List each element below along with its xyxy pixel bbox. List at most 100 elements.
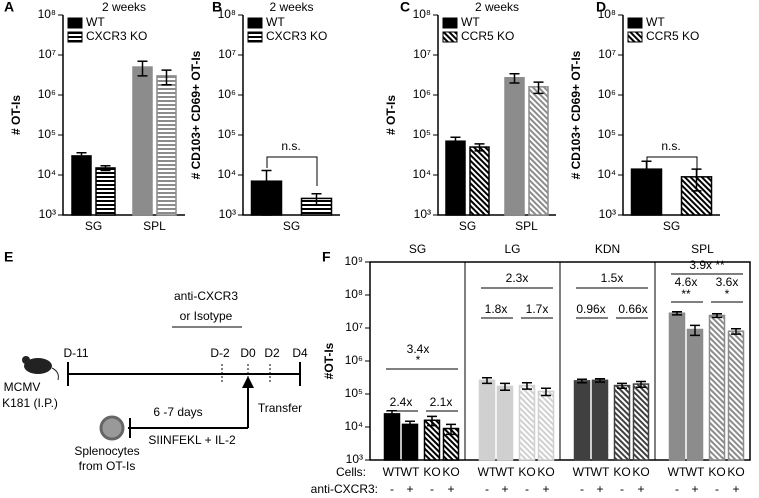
annotation: n.s. [661,139,680,153]
y-tick-label: 10⁶ [598,87,616,101]
duration-text: 6 -7 days [153,405,202,419]
cells-label: WT [668,465,687,479]
y-tick-label: 10³ [39,207,56,221]
day-label: D-2 [210,346,230,360]
y-tick-label: 10⁵ [345,386,363,400]
bar [478,379,496,461]
annotation: 4.6x [675,275,698,289]
chart-title: 2 weeks [475,0,519,14]
legend-label: CCR5 KO [646,29,699,43]
error-bar [541,387,551,397]
treatment-label: - [675,482,679,496]
bar [504,76,525,216]
cells-label: WT [401,465,420,479]
annotation: ** [681,287,691,301]
y-tick-label: 10⁴ [597,167,616,181]
error-bar [672,311,682,316]
bar [528,86,549,216]
mouse-icon [22,356,59,381]
x-tick-label: SG [85,219,102,233]
group-title: KDN [595,242,620,256]
bar [537,390,555,461]
infection-text: K181 (I.P.) [2,396,58,410]
y-tick-label: 10⁴ [412,167,431,181]
x-tick-label: SPL [143,219,166,233]
y-axis-label: #OT-Is [322,342,336,379]
row-label: Cells: [336,465,366,479]
bar [591,379,609,461]
bar [727,330,745,461]
y-tick-label: 10⁸ [218,7,236,21]
bracket [646,156,698,180]
bar [156,75,177,216]
bar [95,167,116,216]
cells-label: KO [518,465,535,479]
cells-label: KO [708,465,725,479]
error-bar [427,415,437,427]
treatment-label: - [485,482,489,496]
annotation: n.s. [281,139,300,153]
bar [573,380,591,461]
panel-label: A [4,0,14,15]
legend-swatch [247,17,263,29]
y-tick-label: 10⁵ [598,127,616,141]
day-label: D4 [292,346,308,360]
annotation: 1.5x [601,271,624,285]
legend-label: CXCR3 KO [86,29,147,43]
y-tick-label: 10⁵ [413,127,431,141]
treatment-label: - [580,482,584,496]
bar [668,312,686,461]
bar [518,384,536,461]
cells-label: KO [423,465,440,479]
y-tick-label: 10⁶ [38,87,56,101]
annotation: 2.1x [430,395,453,409]
error-bar [731,327,741,335]
treatment-label: + [406,482,413,496]
treatment-label: + [732,482,739,496]
cells-label: WT [496,465,515,479]
annotation: 3.4x [407,342,430,356]
bar [383,413,401,461]
cells-label: WT [686,465,705,479]
y-axis-label: # OT-Is [384,95,398,135]
chart-title: 2 weeks [102,0,146,14]
treatment-label: + [501,482,508,496]
error-bar [311,192,322,206]
legend-swatch [442,31,458,43]
group-title: SPL [691,242,714,256]
y-tick-label: 10⁷ [218,47,236,61]
bar [469,146,490,216]
arrow-head [242,376,254,388]
y-tick-label: 10⁴ [217,167,236,181]
legend-swatch [247,31,263,43]
legend-label: WT [646,15,665,29]
cells-label: KO [727,465,744,479]
bar [708,314,726,461]
day-label: D0 [240,346,256,360]
panel-label: B [212,0,222,15]
error-bar [161,69,172,86]
cells-label: KO [537,465,554,479]
error-bar [474,143,485,152]
y-axis-label: # OT-Is [9,95,23,135]
error-bar [100,165,111,172]
y-tick-label: 10³ [219,207,236,221]
treatment-label: + [637,482,644,496]
y-tick-label: 10³ [414,207,431,221]
cells-text: Splenocytes [74,444,139,458]
legend-swatch [627,17,643,29]
annotation: 1.7x [526,302,549,316]
chart-title: 2 weeks [269,0,313,14]
annotation: 3.9x ** [689,258,725,272]
cells-label: KO [632,465,649,479]
error-bar [636,380,646,389]
group-title: SG [409,242,426,256]
annotation: * [725,287,730,301]
legend-swatch [627,31,643,43]
protocol-diagram: E anti-CXCR3 or Isotype D-11 D-2 D0 D2 D… [2,249,308,473]
y-tick-label: 10³ [346,452,363,466]
bar [632,383,650,461]
error-bar [446,423,456,436]
panel-label: E [4,249,13,265]
